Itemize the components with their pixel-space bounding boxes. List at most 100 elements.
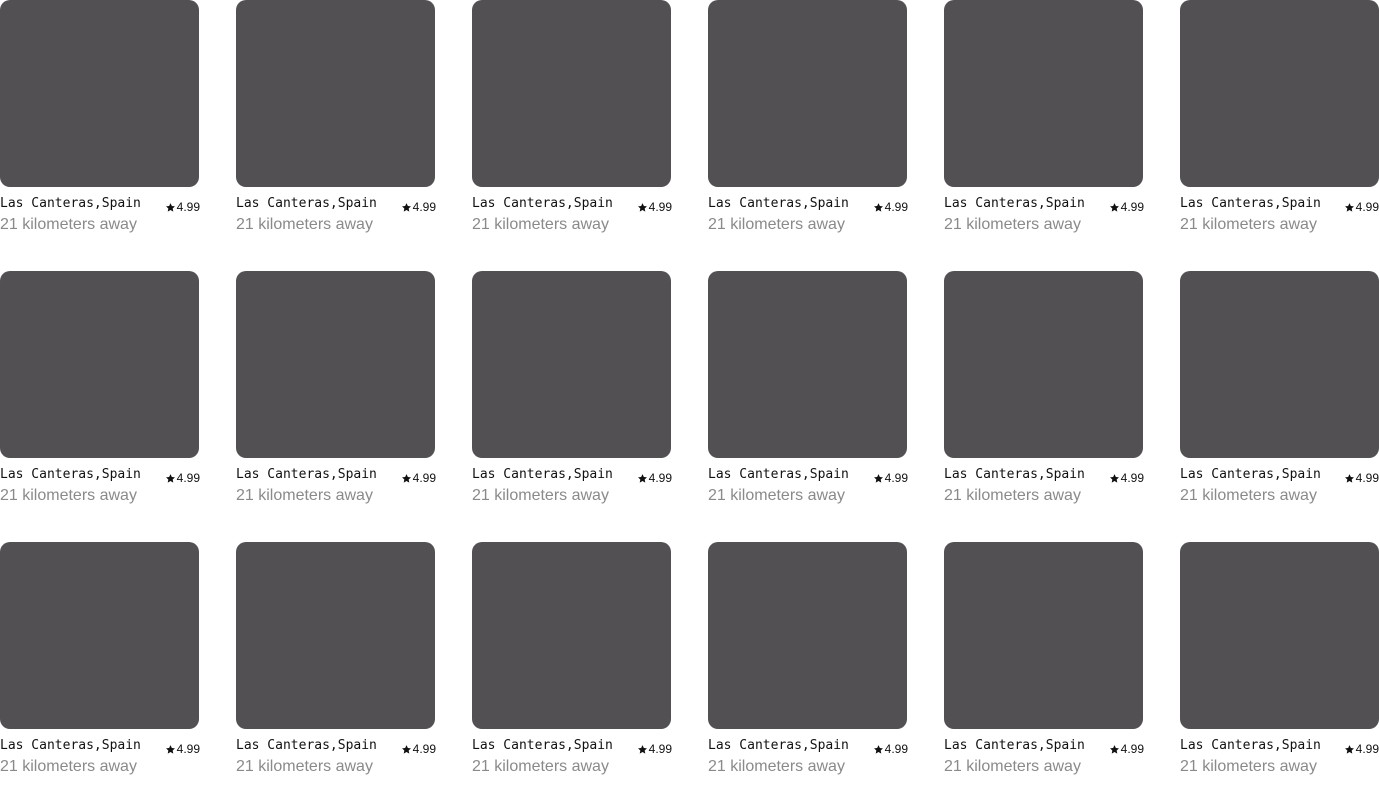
listing-rating: 4.99 — [165, 742, 200, 756]
star-icon — [637, 202, 648, 213]
listing-image-placeholder[interactable] — [472, 271, 671, 458]
star-icon — [1109, 744, 1120, 755]
listing-rating: 4.99 — [165, 200, 200, 214]
listing-title: Las Canteras,Spain — [944, 467, 1085, 482]
listing-image-placeholder[interactable] — [708, 0, 907, 187]
listing-distance: 21 kilometers away — [708, 216, 845, 233]
star-icon — [1344, 744, 1355, 755]
listing-distance: 21 kilometers away — [944, 216, 1081, 233]
listing-rating: 4.99 — [637, 742, 672, 756]
star-icon — [165, 202, 176, 213]
listing-card[interactable]: Las Canteras,Spain 4.99 21 kilometers aw… — [236, 271, 436, 511]
star-icon — [637, 744, 648, 755]
listing-title: Las Canteras,Spain — [708, 467, 849, 482]
listing-distance: 21 kilometers away — [708, 487, 845, 504]
listing-card[interactable]: Las Canteras,Spain 4.99 21 kilometers aw… — [236, 542, 436, 782]
listing-title: Las Canteras,Spain — [1180, 196, 1321, 211]
listing-title: Las Canteras,Spain — [236, 196, 377, 211]
listing-title: Las Canteras,Spain — [236, 467, 377, 482]
listing-title: Las Canteras,Spain — [0, 738, 141, 753]
listing-image-placeholder[interactable] — [944, 542, 1143, 729]
listing-card[interactable]: Las Canteras,Spain 4.99 21 kilometers aw… — [0, 271, 200, 511]
rating-value: 4.99 — [176, 471, 200, 485]
listing-card[interactable]: Las Canteras,Spain 4.99 21 kilometers aw… — [944, 0, 1144, 240]
listing-distance: 21 kilometers away — [0, 216, 137, 233]
listing-image-placeholder[interactable] — [708, 542, 907, 729]
star-icon — [1109, 473, 1120, 484]
listing-image-placeholder[interactable] — [0, 271, 199, 458]
rating-value: 4.99 — [176, 200, 200, 214]
listing-rating: 4.99 — [873, 471, 908, 485]
listing-image-placeholder[interactable] — [472, 542, 671, 729]
listing-rating: 4.99 — [873, 200, 908, 214]
listing-distance: 21 kilometers away — [472, 758, 609, 775]
rating-value: 4.99 — [648, 471, 672, 485]
listing-card[interactable]: Las Canteras,Spain 4.99 21 kilometers aw… — [1180, 0, 1379, 240]
listing-title: Las Canteras,Spain — [472, 467, 613, 482]
listing-card[interactable]: Las Canteras,Spain 4.99 21 kilometers aw… — [708, 542, 908, 782]
rating-value: 4.99 — [412, 471, 436, 485]
rating-value: 4.99 — [1120, 200, 1144, 214]
rating-value: 4.99 — [1355, 471, 1379, 485]
listing-card[interactable]: Las Canteras,Spain 4.99 21 kilometers aw… — [236, 0, 436, 240]
listing-rating: 4.99 — [401, 471, 436, 485]
listing-image-placeholder[interactable] — [1180, 271, 1379, 458]
rating-value: 4.99 — [884, 471, 908, 485]
listing-title: Las Canteras,Spain — [944, 196, 1085, 211]
listing-card[interactable]: Las Canteras,Spain 4.99 21 kilometers aw… — [944, 271, 1144, 511]
listing-title: Las Canteras,Spain — [944, 738, 1085, 753]
listing-image-placeholder[interactable] — [236, 0, 435, 187]
rating-value: 4.99 — [884, 200, 908, 214]
listing-rating: 4.99 — [1109, 471, 1144, 485]
listing-distance: 21 kilometers away — [472, 487, 609, 504]
listing-title: Las Canteras,Spain — [1180, 738, 1321, 753]
star-icon — [1344, 473, 1355, 484]
listing-card[interactable]: Las Canteras,Spain 4.99 21 kilometers aw… — [708, 0, 908, 240]
rating-value: 4.99 — [648, 200, 672, 214]
listing-image-placeholder[interactable] — [944, 271, 1143, 458]
star-icon — [873, 202, 884, 213]
listing-image-placeholder[interactable] — [472, 0, 671, 187]
listing-image-placeholder[interactable] — [944, 0, 1143, 187]
star-icon — [1344, 202, 1355, 213]
star-icon — [873, 744, 884, 755]
rating-value: 4.99 — [412, 200, 436, 214]
rating-value: 4.99 — [1120, 471, 1144, 485]
listing-card[interactable]: Las Canteras,Spain 4.99 21 kilometers aw… — [0, 0, 200, 240]
listing-card[interactable]: Las Canteras,Spain 4.99 21 kilometers aw… — [472, 271, 672, 511]
listing-image-placeholder[interactable] — [236, 271, 435, 458]
listing-title: Las Canteras,Spain — [472, 196, 613, 211]
listing-rating: 4.99 — [1109, 742, 1144, 756]
listing-distance: 21 kilometers away — [236, 758, 373, 775]
listing-distance: 21 kilometers away — [1180, 758, 1317, 775]
listing-rating: 4.99 — [165, 471, 200, 485]
rating-value: 4.99 — [176, 742, 200, 756]
listing-image-placeholder[interactable] — [708, 271, 907, 458]
listing-card[interactable]: Las Canteras,Spain 4.99 21 kilometers aw… — [472, 0, 672, 240]
listing-image-placeholder[interactable] — [1180, 0, 1379, 187]
star-icon — [401, 473, 412, 484]
listing-card[interactable]: Las Canteras,Spain 4.99 21 kilometers aw… — [944, 542, 1144, 782]
listing-title: Las Canteras,Spain — [708, 196, 849, 211]
listing-card[interactable]: Las Canteras,Spain 4.99 21 kilometers aw… — [472, 542, 672, 782]
listing-rating: 4.99 — [401, 742, 436, 756]
star-icon — [165, 744, 176, 755]
listing-rating: 4.99 — [1344, 471, 1379, 485]
listing-title: Las Canteras,Spain — [472, 738, 613, 753]
listing-card[interactable]: Las Canteras,Spain 4.99 21 kilometers aw… — [1180, 271, 1379, 511]
listing-distance: 21 kilometers away — [944, 487, 1081, 504]
listing-card[interactable]: Las Canteras,Spain 4.99 21 kilometers aw… — [708, 271, 908, 511]
star-icon — [401, 202, 412, 213]
listing-card[interactable]: Las Canteras,Spain 4.99 21 kilometers aw… — [0, 542, 200, 782]
listing-image-placeholder[interactable] — [1180, 542, 1379, 729]
listing-title: Las Canteras,Spain — [0, 196, 141, 211]
star-icon — [1109, 202, 1120, 213]
listing-image-placeholder[interactable] — [0, 542, 199, 729]
listing-image-placeholder[interactable] — [236, 542, 435, 729]
star-icon — [401, 744, 412, 755]
listing-card[interactable]: Las Canteras,Spain 4.99 21 kilometers aw… — [1180, 542, 1379, 782]
listing-image-placeholder[interactable] — [0, 0, 199, 187]
listing-distance: 21 kilometers away — [1180, 487, 1317, 504]
star-icon — [637, 473, 648, 484]
